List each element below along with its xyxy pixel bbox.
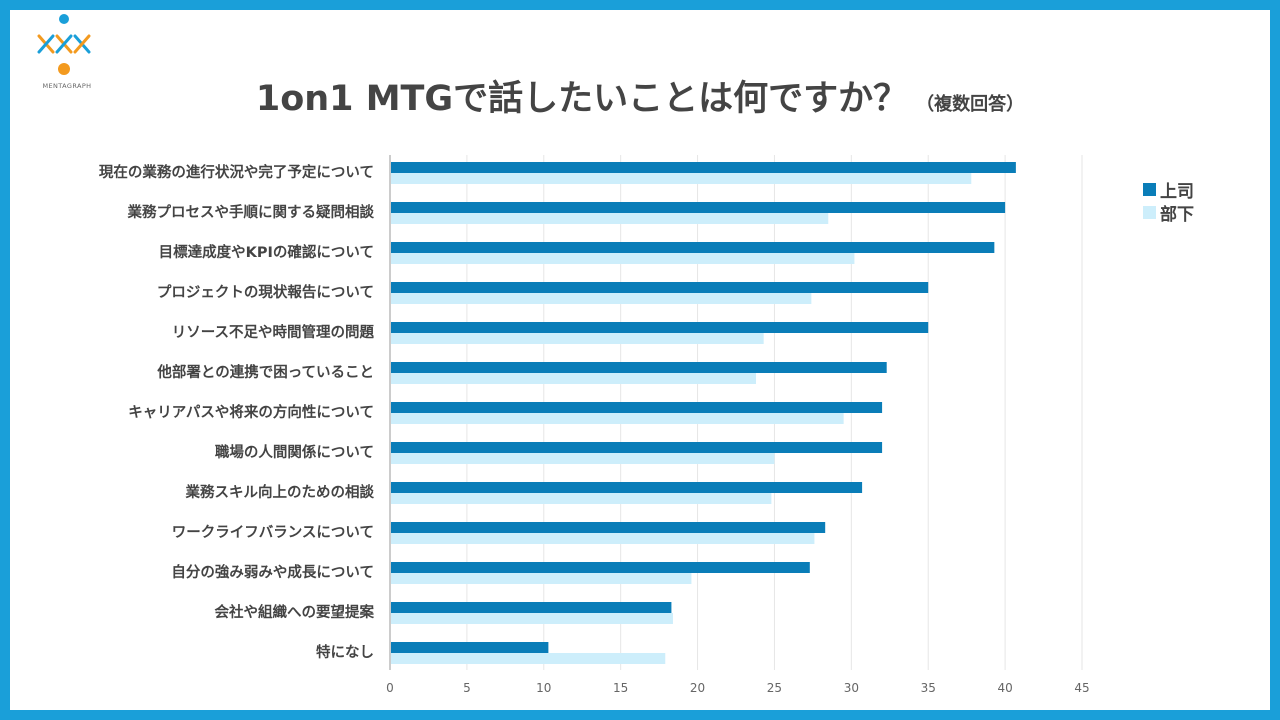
x-tick-label: 40 — [997, 681, 1012, 695]
category-label: 職場の人間関係について — [215, 443, 374, 461]
bar-subordinate — [391, 333, 764, 344]
bar-boss — [391, 482, 863, 493]
bar-subordinate — [391, 613, 673, 624]
x-tick-label: 5 — [463, 681, 471, 695]
title-sub: （複数回答） — [916, 94, 1025, 115]
legend-label-subordinate: 部下 — [1160, 205, 1194, 225]
bar-boss — [391, 602, 672, 613]
bar-subordinate — [391, 453, 775, 464]
category-label: 目標達成度やKPIの確認について — [159, 243, 374, 261]
logo-wordmark: MENTAGRAPH — [42, 82, 92, 90]
category-label: 業務スキル向上のための相談 — [185, 483, 375, 501]
bar-boss — [391, 442, 883, 453]
bar-boss — [391, 322, 929, 333]
x-tick-label: 30 — [844, 681, 859, 695]
x-tick-label: 25 — [767, 681, 782, 695]
chart-legend: 上司 部下 — [1143, 178, 1194, 225]
bar-boss — [391, 242, 995, 253]
legend-swatch-subordinate — [1143, 206, 1156, 219]
page-title: 1on1 MTGで話したいことは何ですか？ （複数回答） — [0, 70, 1280, 121]
category-label: ワークライフバランスについて — [172, 524, 374, 541]
bar-subordinate — [391, 413, 844, 424]
legend-swatch-boss — [1143, 183, 1156, 196]
x-tick-label: 15 — [613, 681, 628, 695]
category-label: 他部署との連携で困っていること — [156, 363, 374, 381]
bar-subordinate — [391, 293, 812, 304]
category-label: 特になし — [316, 643, 374, 661]
bar-subordinate — [391, 373, 756, 384]
bar-subordinate — [391, 653, 666, 664]
x-tick-label: 45 — [1074, 681, 1089, 695]
x-tick-label: 20 — [690, 681, 705, 695]
bar-boss — [391, 562, 810, 573]
bar-boss — [391, 522, 826, 533]
bar-subordinate — [391, 253, 855, 264]
bar-boss — [391, 282, 929, 293]
x-tick-label: 35 — [921, 681, 936, 695]
mentagraph-logo: MENTAGRAPH — [26, 12, 96, 92]
category-label: 現在の業務の進行状況や完了予定について — [99, 163, 374, 181]
category-label: 業務プロセスや手順に関する疑問相談 — [127, 203, 375, 221]
bar-boss — [391, 642, 549, 653]
category-label: キャリアパスや将来の方向性について — [128, 403, 374, 421]
bar-subordinate — [391, 573, 692, 584]
legend-item-boss: 上司 — [1143, 178, 1194, 202]
logo-mark-icon — [37, 14, 91, 75]
legend-item-subordinate: 部下 — [1143, 201, 1194, 225]
bar-boss — [391, 402, 883, 413]
bar-subordinate — [391, 533, 815, 544]
x-tick-label: 10 — [536, 681, 551, 695]
bar-subordinate — [391, 173, 972, 184]
bar-subordinate — [391, 493, 772, 504]
title-main: 1on1 MTGで話したいことは何ですか？ — [255, 79, 909, 119]
bar-boss — [391, 162, 1016, 173]
x-tick-label: 0 — [386, 681, 394, 695]
category-label: 会社や組織への要望提案 — [215, 603, 375, 621]
slide-card — [10, 10, 1270, 710]
category-label: プロジェクトの現状報告について — [157, 283, 374, 301]
bar-boss — [391, 362, 887, 373]
bar-subordinate — [391, 213, 829, 224]
bar-boss — [391, 202, 1006, 213]
category-label: リソース不足や時間管理の問題 — [172, 323, 375, 341]
category-label: 自分の強み弱みや成長について — [171, 563, 374, 581]
legend-label-boss: 上司 — [1160, 182, 1194, 202]
